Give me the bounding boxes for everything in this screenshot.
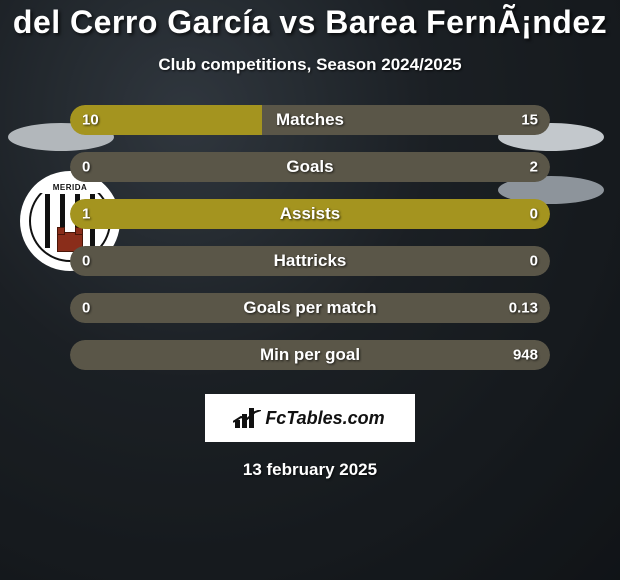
logo-box: FcTables.com xyxy=(205,394,415,442)
stat-row: 02Goals xyxy=(70,152,550,182)
stat-row: 1015Matches xyxy=(70,105,550,135)
content: del Cerro García vs Barea FernÃ¡ndez Clu… xyxy=(0,0,620,480)
stat-row: 00.13Goals per match xyxy=(70,293,550,323)
stat-label: Goals xyxy=(70,157,550,177)
page-title: del Cerro García vs Barea FernÃ¡ndez xyxy=(0,4,620,41)
logo-chart-icon xyxy=(235,408,259,428)
stat-label: Hattricks xyxy=(70,251,550,271)
page-subtitle: Club competitions, Season 2024/2025 xyxy=(0,55,620,75)
stat-label: Min per goal xyxy=(70,345,550,365)
stats-rows: 1015Matches 02Goals 10Assists 00Hattricks 00… xyxy=(70,105,550,370)
stat-row: 10Assists xyxy=(70,199,550,229)
stat-label: Goals per match xyxy=(70,298,550,318)
stat-label: Assists xyxy=(70,204,550,224)
date-text: 13 february 2025 xyxy=(0,460,620,480)
stat-row: 00Hattricks xyxy=(70,246,550,276)
logo-text: FcTables.com xyxy=(265,408,384,429)
stat-label: Matches xyxy=(70,110,550,130)
stat-row: 948Min per goal xyxy=(70,340,550,370)
